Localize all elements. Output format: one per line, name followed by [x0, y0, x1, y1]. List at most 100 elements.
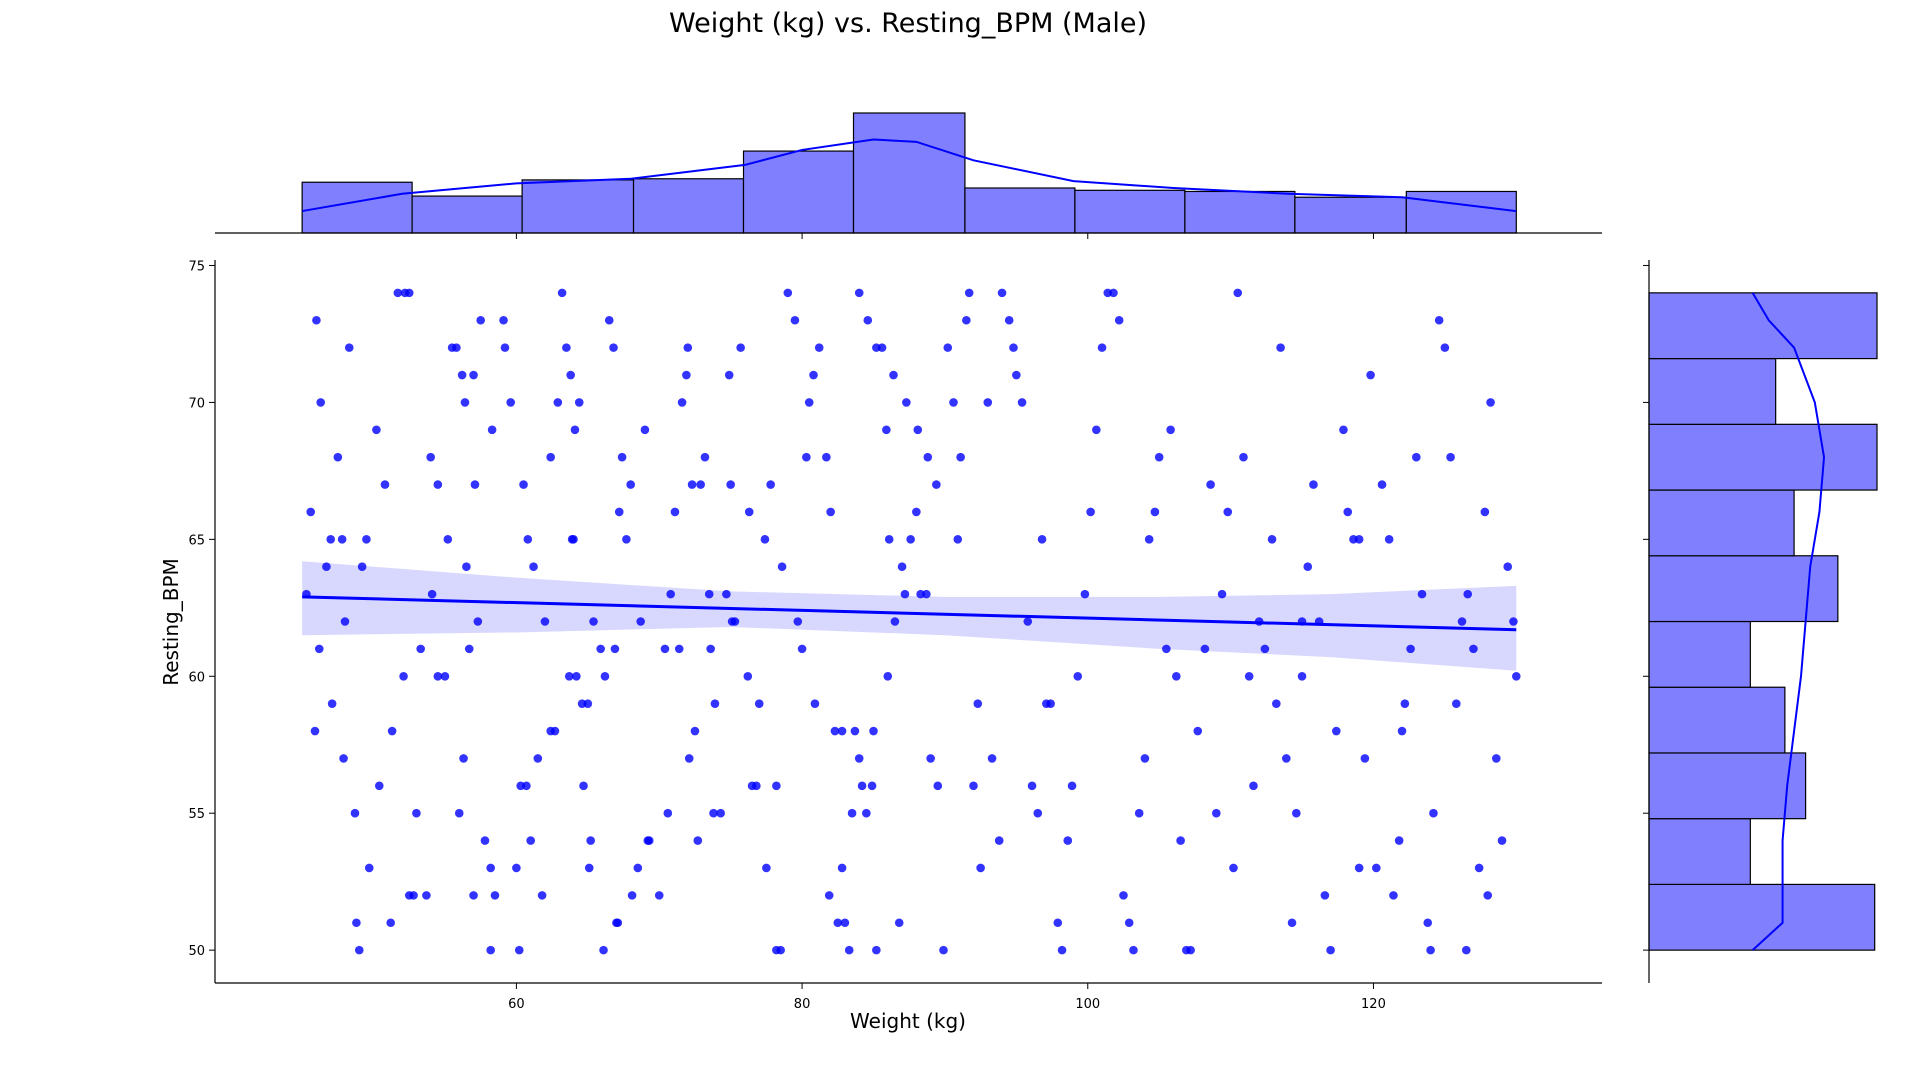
scatter-point: [469, 891, 478, 900]
scatter-point: [614, 507, 624, 517]
scatter-point: [546, 726, 555, 736]
scatter-point: [1233, 288, 1243, 298]
scatter-point: [869, 726, 878, 736]
scatter-point: [1046, 699, 1055, 708]
scatter-point: [540, 617, 550, 626]
scatter-point: [797, 644, 807, 654]
scatter-point: [1012, 370, 1021, 380]
scatter-point: [440, 671, 450, 681]
y-tick-label: 55: [188, 807, 205, 822]
scatter-point: [599, 945, 608, 955]
scatter-point: [427, 589, 437, 599]
scatter-point: [553, 398, 563, 407]
y-tick-label: 65: [188, 533, 205, 548]
scatter-point: [1260, 644, 1270, 654]
scatter-point: [344, 343, 354, 352]
scatter-point: [847, 808, 857, 818]
scatter-point: [850, 726, 860, 736]
scatter-point: [727, 617, 737, 626]
scatter-point: [1186, 945, 1195, 955]
scatter-point: [670, 507, 680, 517]
scatter-point: [726, 480, 735, 489]
scatter-point: [793, 617, 803, 626]
scatter-point: [499, 315, 508, 325]
scatter-point: [822, 452, 831, 462]
scatter-point: [660, 644, 670, 654]
scatter-point: [976, 863, 985, 873]
scatter-point: [994, 836, 1004, 845]
scatter-point: [1009, 343, 1018, 352]
scatter-point: [352, 918, 361, 928]
scatter-point: [840, 918, 850, 928]
scatter-point: [1172, 671, 1181, 681]
scatter-point: [339, 754, 348, 763]
scatter-point: [557, 288, 567, 298]
scatter-point: [564, 671, 574, 681]
scatter-point: [969, 781, 978, 791]
scatter-point: [316, 398, 326, 407]
scatter-point: [464, 644, 474, 654]
scatter-point: [837, 726, 847, 736]
top-hist-bar: [521, 179, 635, 234]
scatter-point: [854, 288, 864, 298]
scatter-point: [574, 398, 584, 407]
scatter-point: [340, 617, 350, 626]
scatter-point: [337, 535, 347, 544]
x-tick-label: 80: [794, 997, 811, 1012]
scatter-point: [490, 891, 500, 900]
scatter-point: [374, 781, 384, 791]
scatter-point: [1027, 781, 1037, 791]
scatter-point: [372, 425, 381, 435]
scatter-point: [1292, 808, 1301, 818]
scatter-point: [617, 452, 627, 462]
right-hist-bar: [1648, 489, 1795, 557]
scatter-point: [354, 945, 364, 955]
scatter-point: [1503, 562, 1513, 572]
scatter-point: [912, 507, 921, 517]
scatter-point: [926, 754, 935, 763]
scatter-point: [322, 562, 331, 572]
scatter-point: [1124, 918, 1134, 928]
top-hist-bar: [632, 178, 745, 234]
scatter-point: [964, 288, 974, 298]
scatter-point: [1023, 617, 1033, 626]
scatter-point: [306, 507, 316, 517]
scatter-point: [523, 535, 533, 544]
scatter-point: [460, 398, 470, 407]
scatter-point: [1154, 452, 1164, 462]
y-tick-label: 70: [188, 396, 205, 411]
scatter-point: [1389, 891, 1398, 900]
scatter-point: [416, 644, 425, 654]
scatter-point: [1097, 343, 1107, 352]
scatter-point: [902, 398, 911, 407]
scatter-point: [677, 398, 687, 407]
scatter-point: [1486, 398, 1495, 407]
scatter-point: [643, 836, 653, 845]
scatter-point: [663, 808, 673, 818]
scatter-point: [923, 452, 933, 462]
right-hist-bar: [1648, 686, 1786, 754]
scatter-point: [906, 535, 915, 544]
scatter-point: [654, 891, 664, 900]
scatter-point: [1491, 754, 1501, 763]
scatter-point: [412, 808, 421, 818]
scatter-point: [526, 836, 535, 845]
top-hist-bar: [1184, 190, 1296, 234]
scatter-point: [1080, 589, 1090, 599]
scatter-point: [1239, 452, 1248, 462]
scatter-point: [1406, 644, 1415, 654]
right-hist-bar: [1648, 752, 1807, 820]
scatter-point: [983, 398, 993, 407]
right-hist-bar: [1648, 423, 1878, 491]
scatter-point: [562, 343, 571, 352]
scatter-point: [854, 754, 864, 763]
scatter-point: [1426, 945, 1435, 955]
scatter-point: [613, 918, 623, 928]
scatter-point: [1037, 535, 1047, 544]
scatter-point: [809, 370, 818, 380]
scatter-point: [696, 480, 705, 489]
top-hist-bar: [1074, 189, 1186, 234]
scatter-point: [1166, 425, 1175, 435]
scatter-point: [399, 671, 408, 681]
scatter-point: [1497, 836, 1507, 845]
